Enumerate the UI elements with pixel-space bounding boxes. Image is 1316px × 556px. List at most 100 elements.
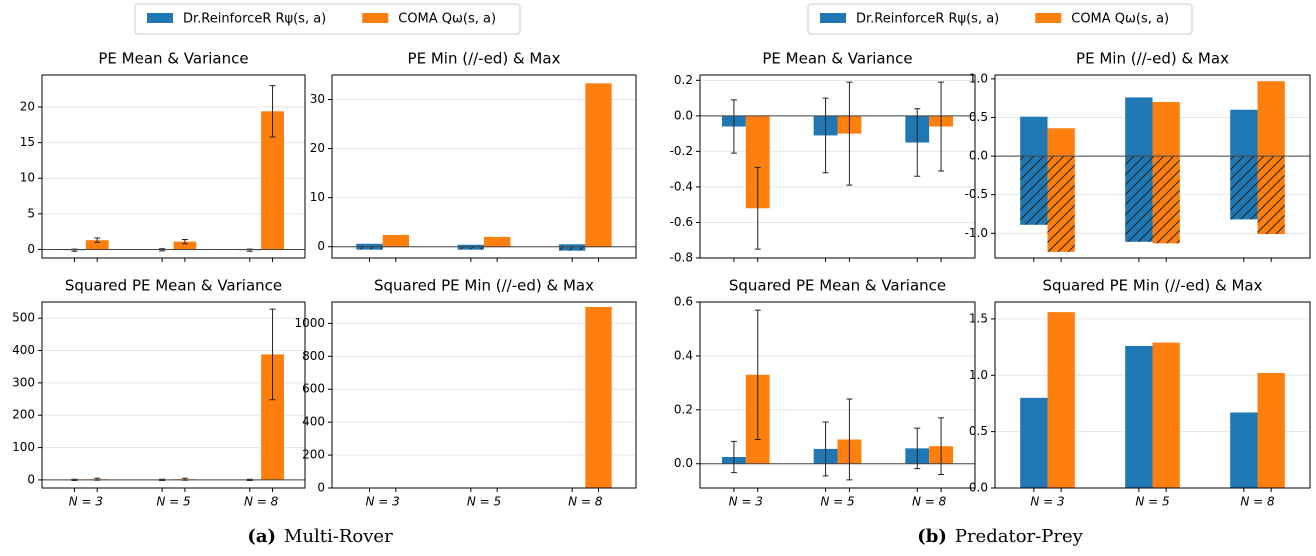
- bar: [1020, 397, 1048, 488]
- y-tick-label: 0.4: [674, 348, 693, 362]
- bar-min: [558, 246, 586, 251]
- legend-label: COMA Qω(s, a): [398, 12, 496, 27]
- y-tick-label: 0: [27, 472, 35, 486]
- caption: (a) Multi-Rover: [247, 526, 393, 547]
- error-bar: [914, 427, 921, 470]
- error-bar: [754, 309, 761, 440]
- x-tick-label: N = 8: [912, 495, 947, 509]
- y-tick-label: 100: [12, 440, 35, 454]
- error-bar: [181, 238, 188, 245]
- bar: [1152, 342, 1180, 488]
- y-tick-label: 0.0: [969, 149, 988, 163]
- x-tick-label: N = 8: [568, 495, 603, 509]
- legend-swatch: [147, 13, 173, 23]
- x-tick-label: N = 8: [1240, 495, 1275, 509]
- axes-frame: [331, 74, 637, 259]
- x-tick-label: N = 8: [244, 495, 279, 509]
- y-tick-label: 500: [12, 311, 35, 325]
- error-bar: [938, 417, 945, 476]
- y-tick-label: 400: [302, 415, 325, 429]
- y-tick-label: -0.2: [670, 144, 693, 158]
- x-tick-label: N = 3: [1030, 495, 1064, 509]
- y-tick-label: -0.4: [670, 179, 693, 193]
- subplot-title: Squared PE Min (//-ed) & Max: [1043, 277, 1263, 295]
- error-bar: [269, 85, 276, 138]
- legend-label: Dr.ReinforceR Rψ(s, a): [856, 12, 999, 27]
- axes-frame: [699, 74, 976, 259]
- subplot-title: PE Min (//-ed) & Max: [408, 50, 561, 68]
- y-tick-label: 200: [12, 408, 35, 422]
- bar: [1125, 345, 1153, 488]
- y-tick-label: 0.0: [969, 481, 988, 495]
- bar: [1230, 412, 1258, 488]
- y-tick-label: 0.6: [674, 295, 693, 309]
- error-bar: [269, 308, 276, 401]
- y-tick-label: 5: [27, 206, 35, 220]
- y-tick-label: 0.0: [674, 456, 693, 470]
- y-tick-label: 200: [302, 448, 325, 462]
- bar: [1047, 312, 1075, 488]
- y-tick-label: 1000: [294, 316, 325, 330]
- y-tick-label: 20: [20, 100, 35, 114]
- x-tick-label: N = 3: [69, 495, 103, 509]
- axes-frame: [41, 74, 306, 259]
- y-tick-label: 600: [302, 382, 325, 396]
- caption-text: Multi-Rover: [284, 526, 393, 547]
- y-tick-label: 0: [317, 481, 325, 495]
- error-bar: [730, 99, 737, 154]
- axes-frame: [699, 301, 976, 489]
- x-tick-label: N = 5: [1135, 495, 1169, 509]
- y-tick-label: 0: [317, 239, 325, 253]
- x-tick-label: N = 3: [729, 495, 763, 509]
- error-bar: [754, 166, 761, 250]
- subplot-title: PE Mean & Variance: [762, 50, 912, 68]
- bar: [173, 241, 197, 250]
- bar: [261, 111, 284, 250]
- bar-max: [1125, 97, 1153, 157]
- legend-box: [807, 3, 1193, 35]
- y-tick-label: 15: [20, 135, 35, 149]
- axes-frame: [994, 301, 1311, 489]
- error-bar: [94, 237, 101, 243]
- bar-max: [558, 244, 586, 247]
- y-tick-label: 10: [20, 171, 35, 185]
- y-tick-label: -1.0: [965, 226, 988, 240]
- error-bar: [846, 81, 853, 186]
- legend-swatch: [1035, 13, 1062, 23]
- legend-swatch: [820, 13, 846, 23]
- bar-max: [382, 234, 410, 247]
- error-bar: [822, 97, 829, 174]
- bar-max: [1257, 81, 1285, 157]
- axes-frame: [994, 74, 1311, 259]
- x-tick-label: N = 5: [820, 495, 854, 509]
- bar-max: [457, 244, 484, 247]
- subplot-title: Squared PE Min (//-ed) & Max: [374, 277, 594, 295]
- y-tick-label: 1.0: [969, 368, 988, 382]
- y-tick-label: 300: [12, 375, 35, 389]
- error-bar: [914, 108, 921, 177]
- bar-min: [1152, 156, 1180, 244]
- legend-label: Dr.ReinforceR Rψ(s, a): [183, 12, 326, 27]
- bar-min: [356, 246, 383, 250]
- legend-swatch: [362, 13, 389, 23]
- bar-max: [1230, 109, 1258, 157]
- error-bar: [822, 421, 829, 477]
- subplot-title: Squared PE Mean & Variance: [65, 277, 282, 295]
- bar-min: [1257, 156, 1285, 235]
- y-tick-label: 0.0: [674, 108, 693, 122]
- y-tick-label: -0.8: [670, 251, 693, 265]
- axes-frame: [331, 301, 637, 489]
- bar-min: [1047, 156, 1075, 252]
- bar-max: [1047, 128, 1075, 157]
- caption-label: (b): [917, 526, 947, 547]
- subplot-title: PE Mean & Variance: [98, 50, 248, 68]
- error-bar: [938, 81, 945, 172]
- x-tick-label: N = 3: [366, 495, 400, 509]
- y-tick-label: 0: [27, 242, 35, 256]
- axes-frame: [41, 301, 306, 489]
- bar: [261, 354, 284, 480]
- y-tick-label: 30: [310, 92, 325, 106]
- bar-min: [1020, 156, 1048, 225]
